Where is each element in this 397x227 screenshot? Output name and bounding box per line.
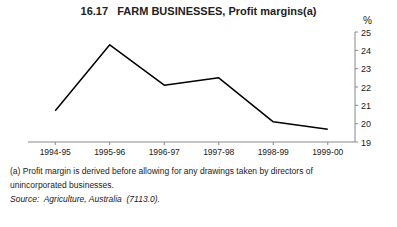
y-label: % [363,15,372,26]
y-tick-label: 20 [361,119,371,129]
y-tick-label: 22 [361,83,371,93]
x-tick [327,142,328,145]
x-tick-label: 1995-96 [94,147,125,157]
annotation: Source: Agriculture, Australia (7113.0). [10,194,160,204]
y-tick [355,105,358,106]
x-tick-label: 1997-98 [203,147,234,157]
plot-area [55,45,328,129]
y-tick-label: 23 [361,64,371,74]
x-tick [55,142,56,145]
annotation: (a) Profit margin is derived before allo… [10,166,313,176]
x-tick [218,142,219,145]
y-tick-label: 25 [361,28,371,38]
x-tick-label: 1996-97 [149,147,180,157]
y-tick [355,50,358,51]
y-tick [355,142,358,143]
y-tick [355,123,358,124]
x-tick-label: 1999-00 [312,147,343,157]
x-tick [109,142,110,145]
y-tick [355,32,358,33]
y-tick [355,87,358,88]
y-tick-label: 21 [361,101,371,111]
y-tick-label: 24 [361,46,371,56]
line [55,45,328,129]
x-tick-label: 1994-95 [40,147,71,157]
y-tick [355,68,358,69]
annotation: unincorporated businesses. [10,180,114,190]
x-tick-label: 1998-99 [258,147,289,157]
x-axis [28,142,355,143]
y-tick-label: 19 [361,138,371,148]
title: 16.17 FARM BUSINESSES, Profit margins(a) [81,5,317,17]
x-tick [273,142,274,145]
x-tick [164,142,165,145]
